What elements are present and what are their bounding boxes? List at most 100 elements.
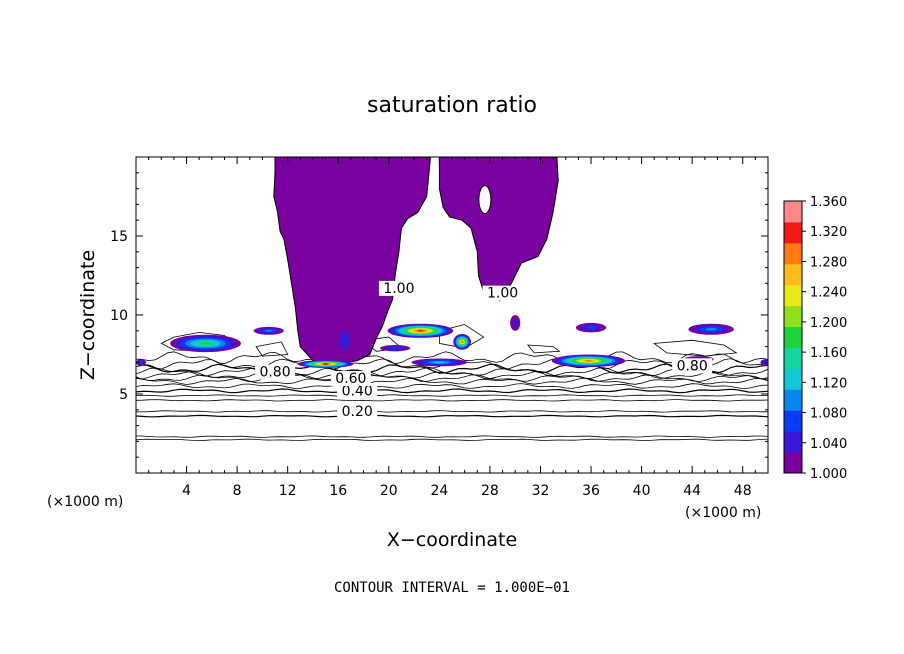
supersaturation-patch <box>585 326 597 330</box>
colorbar-swatch <box>784 221 802 244</box>
contour-line <box>136 377 768 385</box>
contour-label-bg <box>482 285 523 301</box>
contour-label-bg <box>330 370 371 386</box>
contour-line <box>526 344 561 354</box>
y-unit-label: (×1000 m) <box>47 494 123 510</box>
colorbar-labels: 1.000 1.040 1.080 1.120 1.160 1.200 1.240 1.280… <box>802 195 847 482</box>
supersaturation-patch <box>390 347 401 350</box>
plot-area: 0.20 0.400.60 0.80 0.80 1.00 1.00 <box>136 157 768 473</box>
x-tick-label: 12 <box>279 483 297 499</box>
cloud-hole <box>478 185 492 215</box>
contour-line <box>136 399 768 402</box>
colorbar-swatch <box>784 284 802 307</box>
x-axis-ticks: 4 8 12 16 20 24 28 32 36 40 44 48 <box>148 157 756 499</box>
colorbar-swatch <box>784 368 802 390</box>
colorbar-frame <box>783 200 803 474</box>
supersaturation-patch <box>139 361 143 364</box>
supersaturation-patch <box>200 342 211 345</box>
shaded-regions <box>136 157 768 368</box>
colorbar-swatch <box>784 263 802 286</box>
y-tick-label: 5 <box>119 387 128 403</box>
contour-line <box>136 394 768 397</box>
supersaturation-patch <box>512 318 518 327</box>
contour-label-bg <box>337 404 378 420</box>
colorbar-swatch <box>784 201 802 223</box>
contour-line <box>136 438 768 441</box>
y-axis-label: Z−coordinate <box>77 250 99 380</box>
supersaturation-patch <box>705 327 717 331</box>
supersaturation-patch <box>264 329 273 332</box>
x-axis-label: X−coordinate <box>387 529 517 551</box>
contour-line <box>136 388 768 394</box>
x-tick-label: 28 <box>481 483 499 499</box>
contour-line <box>136 351 768 365</box>
supersaturation-patch <box>433 361 445 364</box>
x-unit-label: (×1000 m) <box>685 505 761 521</box>
x-tick-label: 36 <box>582 483 600 499</box>
supersaturation-patch <box>585 359 592 362</box>
colorbar-label: 1.360 <box>810 195 847 210</box>
supersaturation-patch <box>417 329 424 332</box>
colorbar-label: 1.080 <box>810 407 847 422</box>
contour-lines <box>136 324 768 441</box>
colorbar: 1.000 1.040 1.080 1.120 1.160 1.200 1.240 1.280… <box>783 195 847 482</box>
x-tick-label: 8 <box>233 483 242 499</box>
contour-line <box>136 367 768 377</box>
contour-label: 0.60 <box>335 371 366 387</box>
supersaturation-patch <box>323 362 328 365</box>
colorbar-swatch <box>784 347 802 369</box>
colorbar-label: 1.040 <box>810 437 847 452</box>
x-tick-label: 48 <box>734 483 752 499</box>
x-tick-label: 40 <box>633 483 651 499</box>
x-tick-label: 20 <box>380 483 398 499</box>
colorbar-label: 1.240 <box>810 286 847 301</box>
colorbar-swatch <box>784 305 802 328</box>
x-tick-label: 44 <box>683 483 701 499</box>
contour-line <box>136 383 768 389</box>
x-tick-label: 4 <box>182 483 191 499</box>
colorbar-label: 1.120 <box>810 376 847 391</box>
contour-line <box>136 435 768 438</box>
supersaturation-patch <box>338 330 351 350</box>
supersaturation-patch <box>460 340 464 343</box>
colorbar-swatch <box>784 242 802 265</box>
colorbar-swatch <box>784 389 802 411</box>
chart-title: saturation ratio <box>367 93 537 118</box>
contour-label: 1.00 <box>383 281 414 297</box>
colorbar-swatch <box>784 410 802 432</box>
colorbar-blocks <box>784 201 802 474</box>
x-tick-label: 32 <box>532 483 550 499</box>
contour-line <box>136 410 768 413</box>
contour-label: 0.80 <box>259 365 290 381</box>
colorbar-label: 1.280 <box>810 255 847 270</box>
colorbar-label: 1.200 <box>810 316 847 331</box>
contour-line <box>136 414 768 418</box>
y-tick-label: 15 <box>110 229 128 245</box>
x-tick-label: 16 <box>329 483 347 499</box>
y-axis-ticks: 5 10 15 <box>110 172 768 458</box>
contour-label-bg <box>378 280 419 296</box>
contour-line <box>653 339 738 357</box>
contour-line <box>136 363 768 375</box>
colorbar-swatch <box>784 431 802 453</box>
colorbar-swatch <box>784 452 802 474</box>
contour-labels: 0.20 0.400.60 0.80 0.80 1.00 1.00 <box>255 280 713 420</box>
contour-label: 0.40 <box>342 384 373 400</box>
contour-label-bg <box>255 364 296 380</box>
contour-label: 1.00 <box>487 286 518 302</box>
x-tick-label: 24 <box>430 483 448 499</box>
contour-label: 0.20 <box>342 404 373 420</box>
contour-label-bg <box>337 383 378 399</box>
colorbar-label: 1.160 <box>810 346 847 361</box>
contour-label-bg <box>672 358 713 374</box>
cloud-region <box>273 157 432 363</box>
contour-interval-note: CONTOUR INTERVAL = 1.000E−01 <box>334 580 570 596</box>
contour-line <box>255 341 289 357</box>
y-tick-label: 10 <box>110 308 128 324</box>
colorbar-swatch <box>784 326 802 348</box>
contour-label: 0.80 <box>677 358 708 374</box>
contour-line <box>439 324 485 349</box>
colorbar-label: 1.320 <box>810 225 847 240</box>
colorbar-label: 1.000 <box>810 467 847 482</box>
